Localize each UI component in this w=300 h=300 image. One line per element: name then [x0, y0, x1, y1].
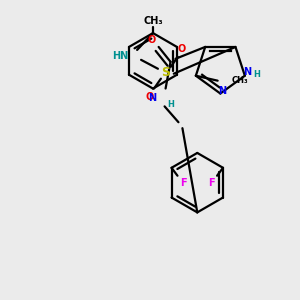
Text: H: H — [167, 100, 174, 109]
Text: O: O — [146, 92, 154, 101]
Text: F: F — [180, 178, 187, 188]
Text: N: N — [243, 67, 251, 77]
Text: CH₃: CH₃ — [143, 16, 163, 26]
Text: H: H — [253, 70, 260, 79]
Text: N: N — [148, 93, 157, 103]
Text: S: S — [161, 66, 170, 79]
Text: O: O — [178, 44, 186, 54]
Text: F: F — [208, 178, 214, 188]
Text: CH₃: CH₃ — [232, 76, 248, 85]
Text: N: N — [218, 85, 226, 96]
Text: HN: HN — [112, 51, 128, 61]
Text: O: O — [148, 35, 156, 45]
